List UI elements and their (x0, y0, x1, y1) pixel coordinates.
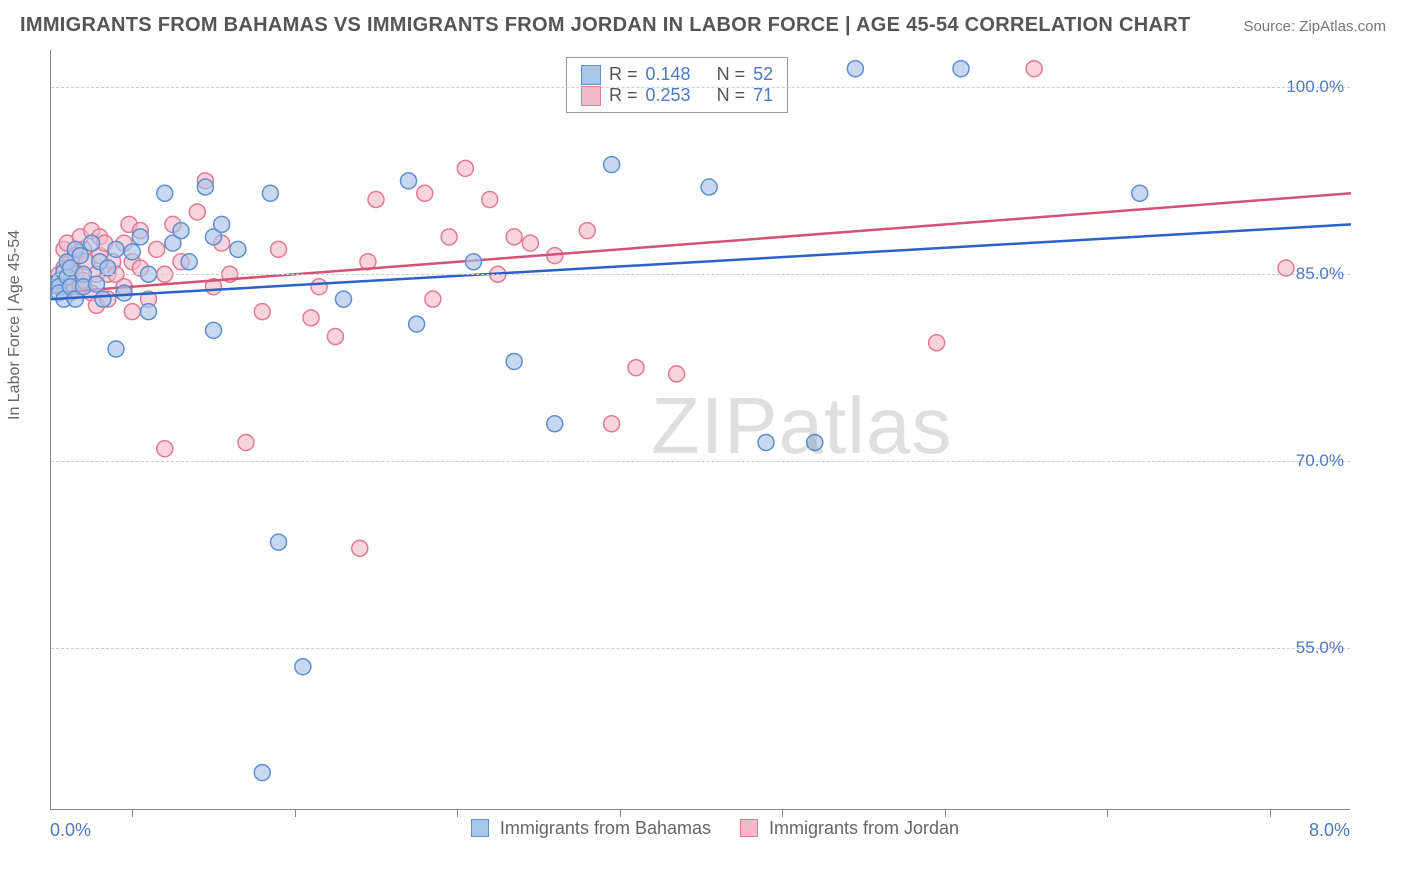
r-value-bahamas: 0.148 (646, 64, 691, 85)
data-point (669, 366, 685, 382)
x-min-label: 0.0% (50, 820, 91, 841)
data-point (124, 304, 140, 320)
x-tick (782, 809, 783, 817)
data-point (149, 241, 165, 257)
data-point (271, 534, 287, 550)
n-label: N = (717, 64, 746, 85)
data-point (230, 241, 246, 257)
chart-title: IMMIGRANTS FROM BAHAMAS VS IMMIGRANTS FR… (20, 14, 1190, 37)
data-point (522, 235, 538, 251)
data-point (271, 241, 287, 257)
data-point (157, 185, 173, 201)
x-tick (1270, 809, 1271, 817)
data-point (116, 285, 132, 301)
trend-line (51, 224, 1351, 299)
trend-line (51, 193, 1351, 293)
data-point (95, 291, 111, 307)
data-point (238, 434, 254, 450)
chart-header: IMMIGRANTS FROM BAHAMAS VS IMMIGRANTS FR… (0, 0, 1406, 43)
data-point (604, 157, 620, 173)
data-point (311, 279, 327, 295)
data-point (295, 659, 311, 675)
data-point (1026, 61, 1042, 77)
data-point (807, 434, 823, 450)
data-point (181, 254, 197, 270)
legend-swatch-jordan (581, 86, 601, 106)
data-point (628, 360, 644, 376)
data-point (303, 310, 319, 326)
y-tick-label: 70.0% (1296, 451, 1344, 471)
data-point (506, 229, 522, 245)
data-point (189, 204, 205, 220)
data-point (1132, 185, 1148, 201)
data-point (132, 229, 148, 245)
data-point (417, 185, 433, 201)
data-point (506, 353, 522, 369)
data-point (327, 329, 343, 345)
grid-line (51, 648, 1350, 649)
data-point (157, 441, 173, 457)
data-point (262, 185, 278, 201)
data-point (254, 304, 270, 320)
data-point (254, 765, 270, 781)
x-tick (457, 809, 458, 817)
grid-line (51, 461, 1350, 462)
x-tick (132, 809, 133, 817)
y-tick-label: 85.0% (1296, 264, 1344, 284)
scatter-svg (51, 50, 1350, 809)
x-tick (945, 809, 946, 817)
data-point (108, 341, 124, 357)
stats-legend: R = 0.148 N = 52 R = 0.253 N = 71 (566, 57, 788, 113)
data-point (466, 254, 482, 270)
data-point (89, 276, 105, 292)
data-point (401, 173, 417, 189)
data-point (929, 335, 945, 351)
data-point (197, 179, 213, 195)
data-point (953, 61, 969, 77)
data-point (847, 61, 863, 77)
data-point (441, 229, 457, 245)
data-point (352, 540, 368, 556)
x-tick (295, 809, 296, 817)
data-point (579, 223, 595, 239)
plot-area: R = 0.148 N = 52 R = 0.253 N = 71 ZIPatl… (50, 50, 1350, 810)
y-axis-label: In Labor Force | Age 45-54 (6, 230, 24, 420)
data-point (108, 241, 124, 257)
data-point (758, 434, 774, 450)
x-axis-labels: 0.0% 8.0% (50, 820, 1350, 850)
data-point (72, 248, 88, 264)
y-tick-label: 100.0% (1286, 77, 1344, 97)
grid-line (51, 274, 1350, 275)
grid-line (51, 87, 1350, 88)
data-point (425, 291, 441, 307)
x-tick (620, 809, 621, 817)
r-label: R = (609, 64, 638, 85)
legend-swatch-bahamas (581, 65, 601, 85)
data-point (124, 244, 140, 260)
data-point (173, 223, 189, 239)
data-point (604, 416, 620, 432)
y-tick-label: 55.0% (1296, 638, 1344, 658)
data-point (701, 179, 717, 195)
x-max-label: 8.0% (1309, 820, 1350, 841)
x-tick (1107, 809, 1108, 817)
source-label: Source: ZipAtlas.com (1243, 18, 1386, 35)
data-point (84, 235, 100, 251)
data-point (409, 316, 425, 332)
data-point (206, 322, 222, 338)
stats-row-bahamas: R = 0.148 N = 52 (581, 64, 773, 85)
n-value-bahamas: 52 (753, 64, 773, 85)
data-point (141, 304, 157, 320)
data-point (214, 216, 230, 232)
data-point (547, 416, 563, 432)
data-point (482, 192, 498, 208)
data-point (368, 192, 384, 208)
data-point (457, 160, 473, 176)
data-point (336, 291, 352, 307)
